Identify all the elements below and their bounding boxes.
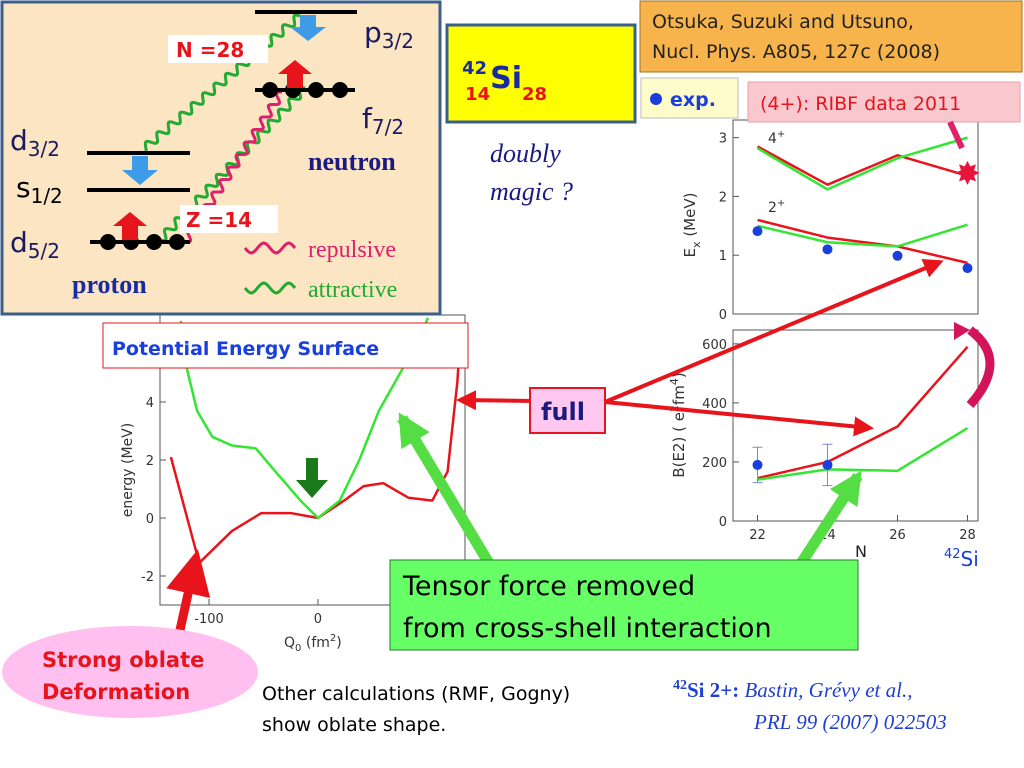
- y-axis-label: Ex (MeV): [681, 193, 703, 258]
- data-point: [962, 263, 973, 274]
- reference: 42Si 2+: Bastin, Grévy et al.,: [673, 678, 912, 702]
- line: [757, 346, 969, 480]
- up-arrow: [278, 60, 312, 88]
- note: show oblate shape.: [262, 714, 446, 736]
- label-box: [168, 35, 268, 63]
- y-tick-label: 3: [719, 132, 727, 147]
- y-tick-label: 0: [146, 512, 154, 527]
- curved-arrow-head: [954, 322, 970, 340]
- x-tick-label: 26: [889, 528, 906, 543]
- y-axis-label: B(E2) ( e2fm4): [668, 372, 688, 477]
- line: [179, 317, 430, 520]
- nucleus: 42 14Si28: [462, 58, 547, 105]
- note: (4+): RIBF data 2011: [760, 93, 961, 115]
- level-label: p3/2: [364, 16, 414, 53]
- y-tick-label: 600: [702, 338, 727, 353]
- plot-frame: [732, 119, 979, 315]
- nucleus-label: 42Si: [944, 547, 979, 571]
- series: [757, 346, 969, 481]
- line: [757, 218, 968, 265]
- y-axis-label: energy (MeV): [120, 423, 136, 517]
- legend-label: exp.: [670, 89, 716, 111]
- data-point: [822, 244, 833, 255]
- legend-marker: [650, 93, 662, 105]
- label-bubble: [2, 626, 258, 718]
- data-point: [955, 160, 980, 185]
- y-tick-label: 0: [719, 515, 727, 530]
- y-tick-label: 0: [719, 308, 727, 323]
- y-tick-label: 4: [146, 396, 154, 411]
- curved-arrow: [966, 326, 995, 408]
- magic-number: N =28: [176, 38, 244, 62]
- data-point: [892, 250, 903, 261]
- data-point: [752, 459, 763, 470]
- label-box: [389, 559, 859, 651]
- annotation: 4+: [768, 129, 785, 147]
- legend-label: repulsive: [308, 237, 396, 263]
- reference: PRL 99 (2007) 022503: [753, 710, 947, 734]
- x-tick-label: -100: [194, 612, 224, 627]
- x-axis-label: Q0 (fm2): [284, 633, 342, 654]
- x-axis-label: N: [855, 542, 867, 561]
- note-box: [747, 81, 1021, 123]
- y-tick-label: -2: [141, 570, 154, 585]
- level-label: d5/2: [10, 226, 60, 263]
- data-point: [752, 226, 763, 237]
- label-box: [102, 322, 469, 369]
- label: Deformation: [42, 680, 190, 704]
- y-tick-label: 200: [702, 456, 727, 471]
- minimum-arrow: [296, 458, 328, 498]
- line: [169, 332, 462, 565]
- note: magic ?: [490, 177, 573, 206]
- neutron-label: neutron: [308, 147, 396, 176]
- series: [756, 136, 968, 265]
- citation-box: [639, 0, 1023, 73]
- annotation: 2+: [768, 198, 785, 216]
- x-tick-label: 0: [314, 612, 322, 627]
- citation: Otsuka, Suzuki and Utsuno,: [652, 11, 914, 33]
- label: Strong oblate: [42, 648, 204, 672]
- line: [757, 223, 968, 248]
- x-tick-label: 22: [749, 528, 766, 543]
- data-point: [822, 459, 833, 470]
- label: Tensor force removed: [402, 571, 695, 602]
- chart-title: Potential Energy Surface: [112, 338, 379, 360]
- y-tick-label: 400: [702, 397, 727, 412]
- down-arrow: [290, 15, 326, 41]
- magic-number: Z =14: [186, 208, 252, 232]
- series: [169, 317, 462, 565]
- label: from cross-shell interaction: [403, 613, 772, 644]
- plot-frame: [732, 329, 979, 522]
- wave: [243, 281, 297, 295]
- legend-label: attractive: [308, 277, 397, 303]
- proton-label: proton: [72, 270, 147, 299]
- label-box: [180, 205, 278, 233]
- down-arrow: [122, 156, 158, 185]
- line: [756, 136, 968, 191]
- line: [756, 145, 968, 186]
- wave: [139, 13, 301, 155]
- wave: [243, 241, 297, 255]
- label-box: [529, 387, 606, 434]
- note: Other calculations (RMF, Gogny): [262, 683, 570, 705]
- pointer: [947, 120, 965, 150]
- nucleus-box: [445, 23, 637, 124]
- line: [757, 426, 969, 481]
- note: doubly: [490, 139, 561, 168]
- level-label: f7/2: [362, 102, 404, 139]
- y-tick-label: 2: [719, 190, 727, 205]
- y-tick-label: 2: [146, 454, 154, 469]
- level-label: s1/2: [16, 171, 63, 208]
- level-label: d3/2: [10, 124, 60, 161]
- x-tick-label: 28: [959, 528, 976, 543]
- up-arrow: [113, 212, 147, 240]
- y-tick-label: 1: [719, 249, 727, 264]
- citation: Nucl. Phys. A805, 127c (2008): [652, 41, 940, 63]
- arrows: [397, 412, 863, 569]
- label: full: [541, 398, 585, 426]
